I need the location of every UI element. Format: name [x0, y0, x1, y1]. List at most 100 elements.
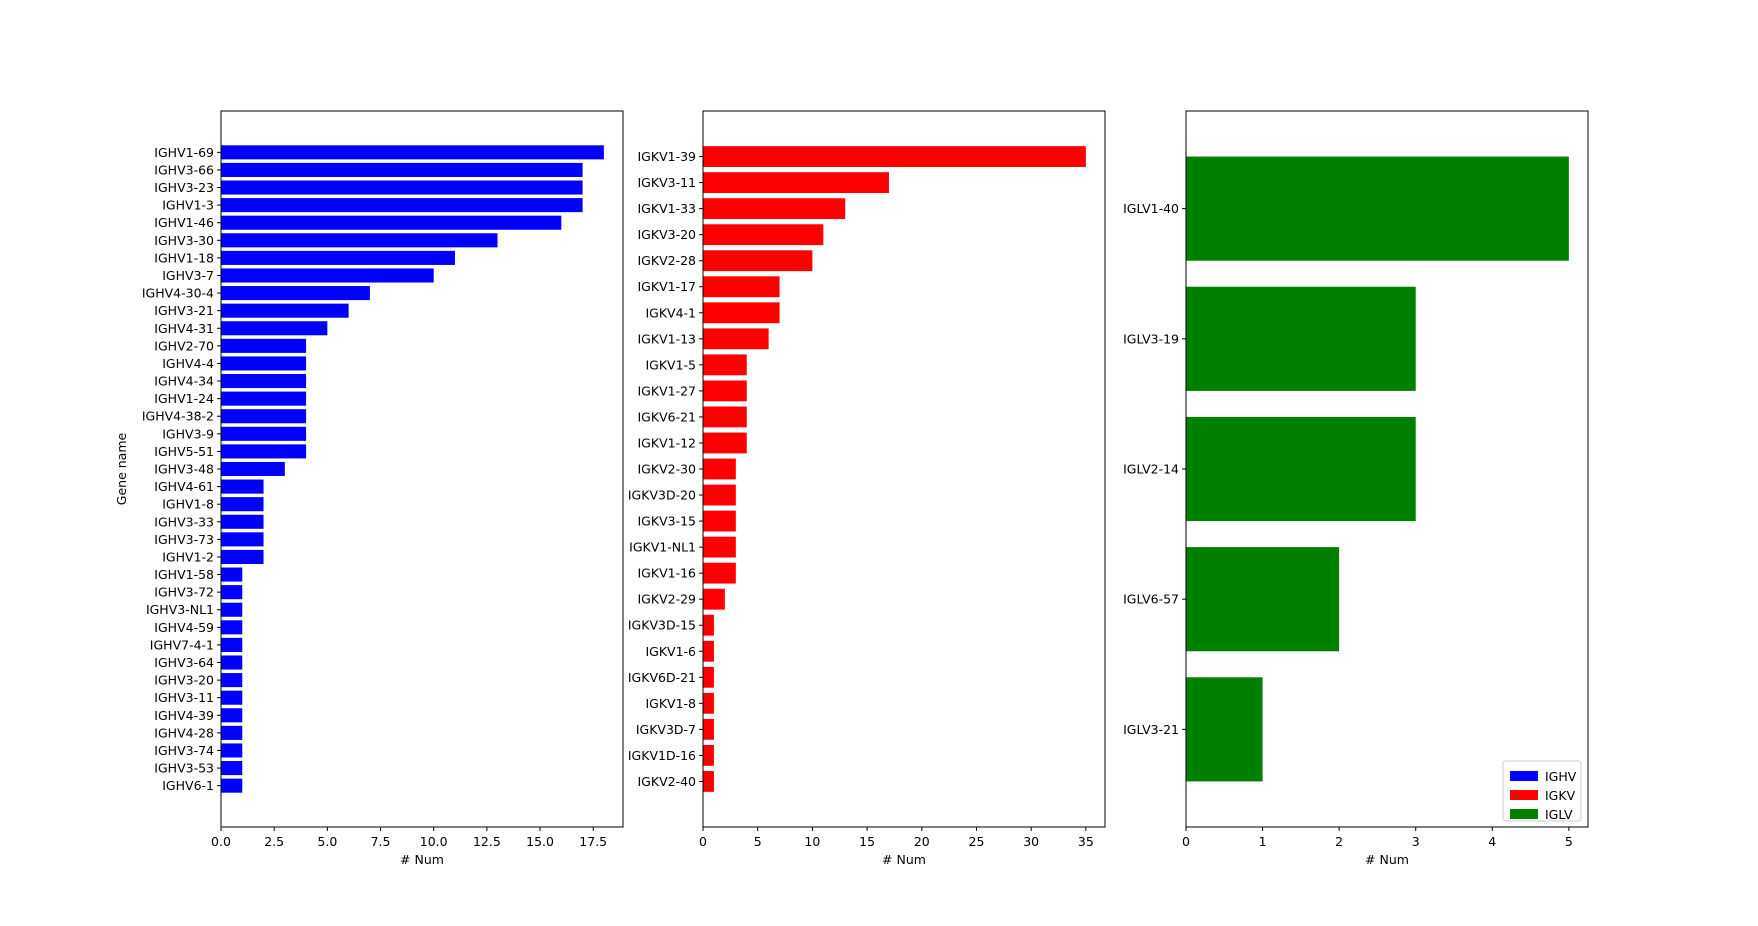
y-tick-label: IGKV1-39 — [638, 149, 697, 164]
y-tick-label: IGHV4-61 — [154, 479, 214, 494]
y-tick-label: IGHV3-73 — [154, 532, 214, 547]
y-tick-label: IGKV6-21 — [638, 409, 697, 424]
bar-iglv6-57 — [1186, 547, 1340, 652]
y-tick-label: IGKV6D-21 — [628, 670, 696, 685]
y-tick-label: IGHV3-64 — [154, 655, 214, 670]
y-tick-label: IGKV1-16 — [638, 566, 697, 581]
y-tick-label: IGKV3D-15 — [628, 618, 696, 633]
y-tick-label: IGHV3-30 — [154, 233, 214, 248]
bar-igkv1-8 — [703, 692, 714, 714]
x-tick-label: 10 — [804, 834, 820, 849]
bar-igkv3d-15 — [703, 614, 714, 636]
y-tick-label: IGHV4-59 — [154, 620, 214, 635]
bar-ighv3-21 — [221, 303, 349, 318]
y-tick-label: IGHV3-21 — [154, 303, 214, 318]
bar-igkv3-15 — [703, 510, 736, 532]
bar-igkv1-16 — [703, 562, 736, 584]
bar-ighv1-58 — [221, 567, 243, 582]
axes-frame — [1185, 110, 1589, 828]
legend-label-ighv: IGHV — [1545, 769, 1577, 784]
bar-ighv6-1 — [221, 778, 243, 793]
y-tick-label: IGKV2-30 — [638, 462, 697, 477]
y-tick-label: IGKV1-33 — [638, 201, 697, 216]
y-tick-label: IGKV2-28 — [638, 253, 697, 268]
y-tick-label: IGHV1-24 — [154, 391, 214, 406]
axes-frame — [702, 110, 1106, 828]
y-tick-label: IGHV1-58 — [154, 567, 214, 582]
y-tick-label: IGHV3-23 — [154, 180, 214, 195]
bar-igkv6-21 — [703, 406, 747, 428]
x-tick-label: 5 — [1565, 834, 1573, 849]
bar-igkv1-nl1 — [703, 536, 736, 558]
y-tick-label: IGKV2-29 — [638, 592, 697, 607]
axes-frame — [220, 110, 624, 828]
y-tick-label: IGLV6-57 — [1123, 592, 1179, 607]
x-tick-label: 15 — [859, 834, 875, 849]
x-tick-label: 3 — [1412, 834, 1420, 849]
bar-igkv1-17 — [703, 276, 780, 298]
bar-ighv3-33 — [221, 514, 264, 529]
bar-ighv2-70 — [221, 338, 307, 353]
bar-ighv3-11 — [221, 690, 243, 705]
x-tick-label: 2 — [1335, 834, 1343, 849]
x-axis-label: # Num — [400, 852, 444, 867]
bar-ighv4-30-4 — [221, 286, 370, 301]
y-tick-label: IGKV1D-16 — [628, 748, 696, 763]
y-tick-label: IGHV3-48 — [154, 462, 214, 477]
y-tick-label: IGKV3-11 — [638, 175, 697, 190]
bar-igkv1-5 — [703, 354, 747, 376]
bar-igkv1-27 — [703, 380, 747, 402]
y-tick-label: IGHV3-11 — [154, 690, 214, 705]
chart-panel-iglv: IGLV1-40 IGLV3-19 IGLV2-14 IGLV6-57 IGLV3-21… — [1123, 110, 1589, 867]
bar-ighv3-48 — [221, 461, 285, 477]
y-tick-label: IGKV3D-7 — [636, 722, 696, 737]
bar-igkv1d-16 — [703, 744, 714, 766]
bar-igkv6d-21 — [703, 666, 714, 688]
bar-igkv2-28 — [703, 250, 813, 272]
y-tick-label: IGHV7-4-1 — [150, 637, 214, 652]
bar-ighv3-nl1 — [221, 602, 243, 617]
y-tick-label: IGKV1-27 — [638, 383, 697, 398]
bar-ighv4-61 — [221, 479, 264, 494]
y-tick-label: IGHV1-3 — [162, 198, 214, 213]
bar-ighv3-9 — [221, 426, 307, 441]
y-tick-label: IGHV1-2 — [162, 549, 214, 564]
x-tick-label: 25 — [969, 834, 985, 849]
x-tick-label: 35 — [1078, 834, 1094, 849]
y-tick-label: IGHV3-53 — [154, 761, 214, 776]
y-tick-label: IGHV3-72 — [154, 585, 214, 600]
y-tick-label: IGLV3-21 — [1123, 722, 1179, 737]
y-tick-label: IGKV3-15 — [638, 514, 697, 529]
y-tick-label: IGHV3-7 — [162, 268, 214, 283]
x-tick-label: 12.5 — [473, 834, 501, 849]
bar-igkv2-29 — [703, 588, 725, 610]
y-tick-label: IGHV3-20 — [154, 673, 214, 688]
y-axis-label: Gene name — [114, 432, 129, 505]
bar-igkv1-13 — [703, 328, 769, 350]
bar-ighv1-3 — [221, 198, 583, 213]
y-tick-label: IGHV4-39 — [154, 708, 214, 723]
bar-ighv1-18 — [221, 250, 455, 265]
y-tick-label: IGHV3-66 — [154, 162, 214, 177]
legend-swatch-iglv — [1510, 809, 1538, 819]
y-tick-label: IGHV3-9 — [162, 426, 214, 441]
y-tick-label: IGHV4-4 — [162, 356, 214, 371]
bar-ighv3-73 — [221, 532, 264, 547]
bar-ighv1-24 — [221, 391, 307, 406]
bar-igkv1-6 — [703, 640, 714, 662]
x-tick-label: 17.5 — [579, 834, 607, 849]
y-tick-label: IGHV4-30-4 — [142, 286, 214, 301]
legend: IGHV IGKV IGLV — [1502, 760, 1582, 822]
chart-panel-igkv: IGKV1-39 IGKV3-11 IGKV1-33 IGKV3-20 IGKV2-28… — [628, 110, 1106, 867]
x-tick-label: 30 — [1023, 834, 1039, 849]
bar-igkv1-12 — [703, 432, 747, 454]
bar-ighv3-7 — [221, 268, 434, 283]
y-tick-label: IGKV1-8 — [645, 696, 696, 711]
bar-ighv3-66 — [221, 162, 583, 177]
bar-ighv3-23 — [221, 180, 583, 195]
x-tick-label: 15.0 — [526, 834, 554, 849]
legend-label-igkv: IGKV — [1545, 788, 1576, 803]
x-axis-label: # Num — [882, 852, 926, 867]
y-tick-label: IGKV1-13 — [638, 331, 697, 346]
bar-ighv4-34 — [221, 374, 307, 389]
